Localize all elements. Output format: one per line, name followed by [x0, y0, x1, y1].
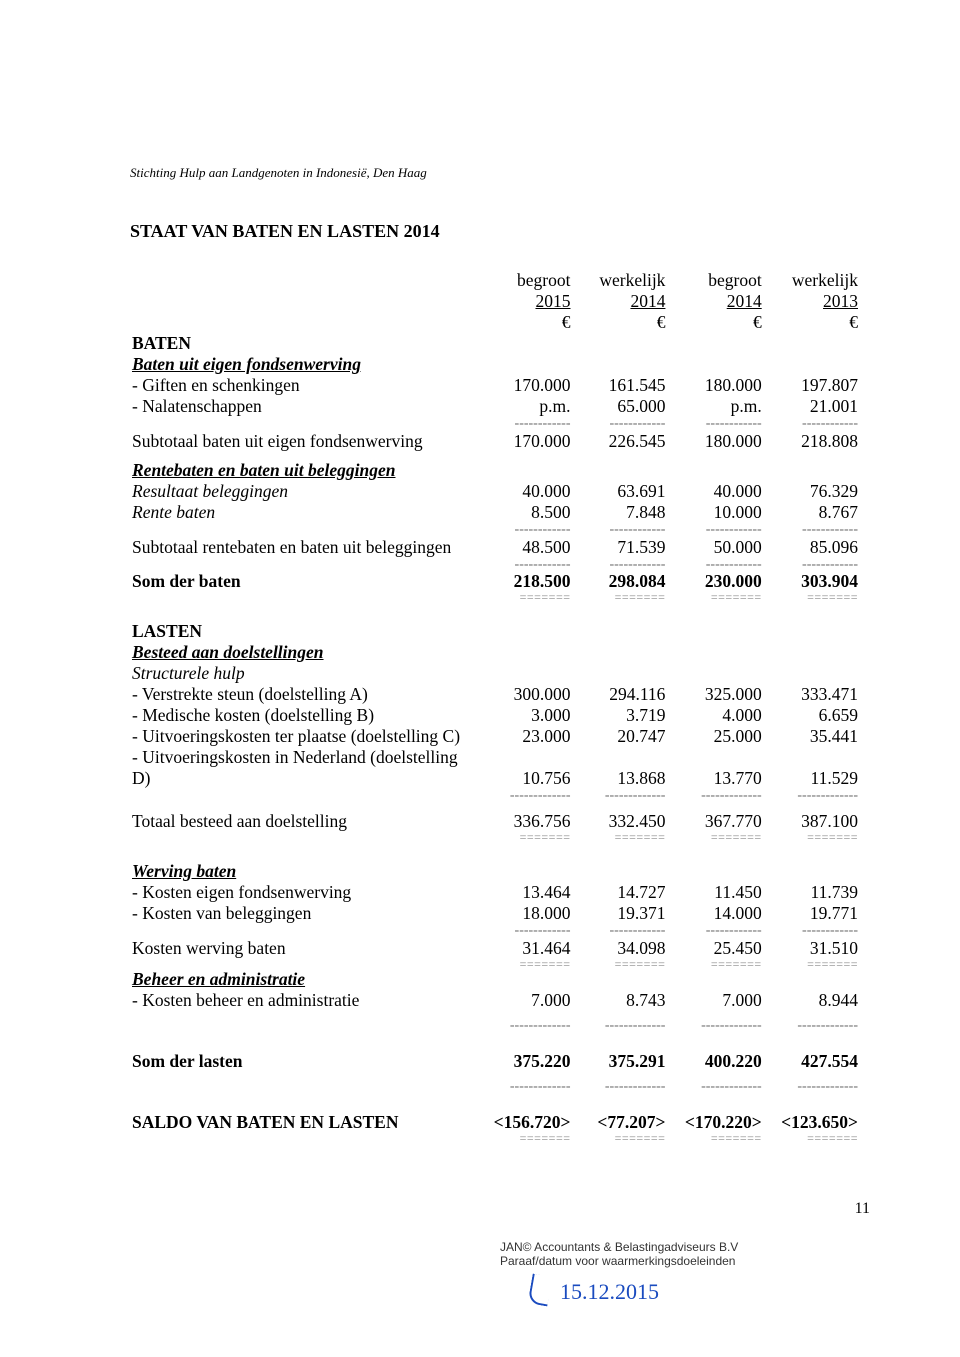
- page-content: Stichting Hulp aan Landgenoten in Indone…: [0, 0, 960, 1144]
- hdr-c4a: werkelijk: [764, 270, 860, 291]
- lasten-sub3: Beheer en administratie: [130, 969, 476, 990]
- table-row: Som der lasten375.220375.291400.220427.5…: [130, 1051, 860, 1072]
- table-row: Som der baten218.500298.084230.000303.90…: [130, 571, 860, 592]
- stamp-line2: Paraaf/datum voor waarmerkingsdoeleinden: [500, 1254, 738, 1268]
- stamp-line1: JAN© Accountants & Belastingadviseurs B.…: [500, 1240, 738, 1254]
- hdr-c1c: €: [476, 312, 572, 333]
- table-row: Rente baten8.5007.84810.0008.767: [130, 502, 860, 523]
- hdr-c1a: begroot: [476, 270, 572, 291]
- table-row: - Kosten eigen fondsenwerving13.46414.72…: [130, 882, 860, 903]
- hdr-c3c: €: [667, 312, 763, 333]
- table-row: - Kosten van beleggingen18.00019.37114.0…: [130, 903, 860, 924]
- baten-sub1: Baten uit eigen fondsenwerving: [130, 354, 476, 375]
- table-row: - Nalatenschappenp.m.65.000p.m.21.001: [130, 396, 860, 417]
- lasten-sub1: Besteed aan doelstellingen: [130, 642, 476, 663]
- page-number: 11: [855, 1200, 870, 1218]
- baten-header: BATEN: [130, 333, 476, 354]
- saldo-row: SALDO VAN BATEN EN LASTEN<156.720><77.20…: [130, 1112, 860, 1133]
- hdr-c4c: €: [764, 312, 860, 333]
- hdr-c2c: €: [572, 312, 667, 333]
- document-title: STAAT VAN BATEN EN LASTEN 2014: [130, 221, 860, 242]
- table-row: Kosten werving baten31.46434.09825.45031…: [130, 938, 860, 959]
- org-name: Stichting Hulp aan Landgenoten in Indone…: [130, 165, 860, 181]
- financial-table: begroot werkelijk begroot werkelijk 2015…: [130, 270, 860, 1144]
- table-row: - Kosten beheer en administratie7.0008.7…: [130, 990, 860, 1011]
- table-row: Totaal besteed aan doelstelling336.75633…: [130, 811, 860, 832]
- hdr-c2b: 2014: [572, 291, 667, 312]
- struct-hulp: Structurele hulp: [130, 663, 476, 684]
- lasten-header: LASTEN: [130, 621, 476, 642]
- accountant-stamp: JAN© Accountants & Belastingadviseurs B.…: [500, 1240, 738, 1305]
- table-row: - Giften en schenkingen170.000161.545180…: [130, 375, 860, 396]
- table-row: - Uitvoeringskosten ter plaatse (doelste…: [130, 726, 860, 747]
- hdr-c2a: werkelijk: [572, 270, 667, 291]
- table-row: Subtotaal rentebaten en baten uit belegg…: [130, 537, 860, 558]
- baten-sub2: Rentebaten en baten uit beleggingen: [130, 460, 476, 481]
- table-row: Subtotaal baten uit eigen fondsenwerving…: [130, 431, 860, 452]
- lasten-sub2: Werving baten: [130, 861, 476, 882]
- table-row: - Medische kosten (doelstelling B)3.0003…: [130, 705, 860, 726]
- table-row: Resultaat beleggingen40.00063.69140.0007…: [130, 481, 860, 502]
- hdr-c1b: 2015: [476, 291, 572, 312]
- hdr-c3b: 2014: [667, 291, 763, 312]
- hdr-c4b: 2013: [764, 291, 860, 312]
- table-row: - Uitvoeringskosten in Nederland (doelst…: [130, 747, 860, 789]
- hdr-c3a: begroot: [667, 270, 763, 291]
- table-row: - Verstrekte steun (doelstelling A)300.0…: [130, 684, 860, 705]
